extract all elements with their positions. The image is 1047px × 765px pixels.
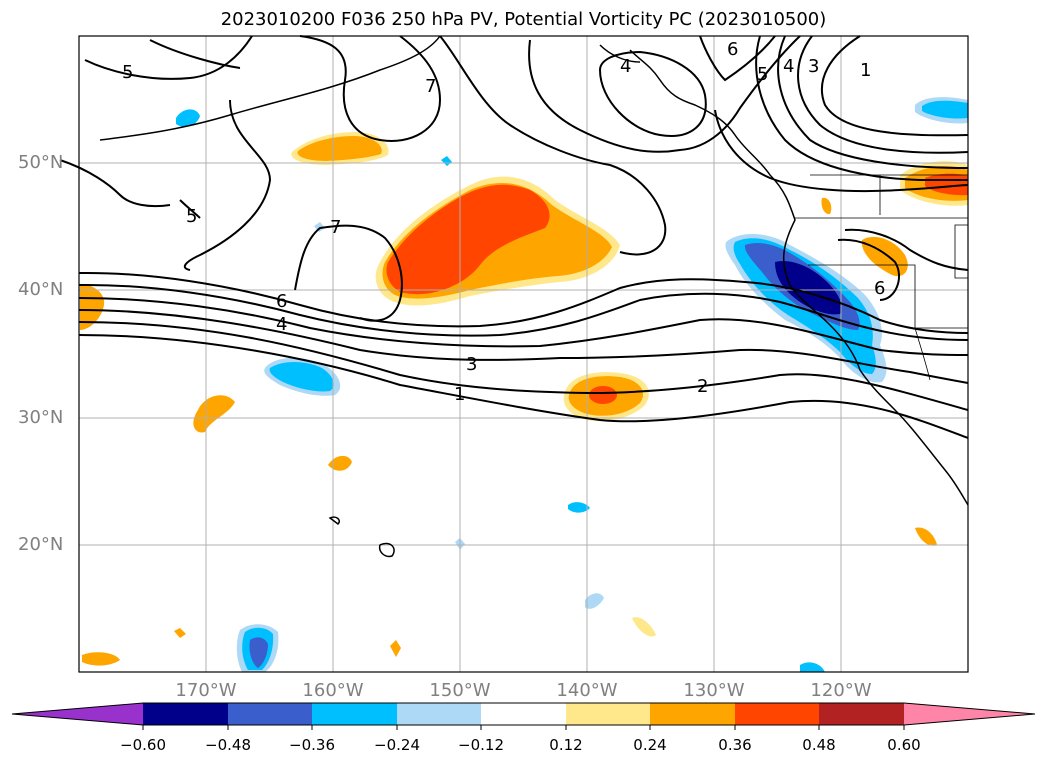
coastlines — [99, 35, 969, 558]
contour-label: 6 — [874, 278, 885, 299]
graticule — [79, 36, 968, 672]
lat-label: 30°N — [18, 407, 64, 428]
colorbar-tick: −0.48 — [205, 736, 251, 754]
colorbar-tick: 0.12 — [549, 736, 583, 754]
colorbar-over — [904, 703, 1035, 725]
contour-label: 3 — [808, 56, 819, 77]
contour-label: 2 — [697, 376, 708, 397]
pv-anomaly-fill — [80, 97, 968, 672]
pv-contours — [59, 35, 969, 439]
lon-label: 160°W — [302, 680, 364, 701]
contour-label: 5 — [186, 206, 197, 227]
colorbar-tick: −0.60 — [120, 736, 166, 754]
lon-label: 130°W — [683, 680, 745, 701]
contour-label: 3 — [466, 354, 477, 375]
contour-label: 6 — [276, 291, 287, 312]
contour-label: 4 — [276, 314, 287, 335]
contour-label: 4 — [783, 56, 794, 77]
lat-label: 20°N — [18, 534, 64, 555]
contour-label: 4 — [620, 56, 631, 77]
contour-label: 7 — [425, 76, 436, 97]
lon-label: 120°W — [810, 680, 872, 701]
contour-label: 7 — [330, 217, 341, 238]
colorbar-tick: 0.60 — [887, 736, 921, 754]
colorbar-tick: 0.36 — [718, 736, 752, 754]
lon-label: 170°W — [175, 680, 237, 701]
contour-label: 5 — [122, 62, 133, 83]
colorbar-under — [12, 703, 143, 725]
colorbar — [11, 702, 1036, 730]
lon-label: 140°W — [556, 680, 618, 701]
colorbar-tick: −0.12 — [458, 736, 504, 754]
map-title: 2023010200 F036 250 hPa PV, Potential Vo… — [220, 9, 827, 30]
contour-label: 5 — [757, 64, 768, 85]
map-frame — [78, 35, 969, 673]
contour-label: 6 — [727, 39, 738, 60]
contour-label: 1 — [454, 384, 465, 405]
lat-label: 50°N — [18, 152, 64, 173]
lat-label: 40°N — [18, 279, 64, 300]
colorbar-tick: 0.24 — [633, 736, 667, 754]
contour-labels: 5 5 7 7 6 4 3 2 1 6 5 4 3 1 4 6 — [122, 39, 885, 405]
contour-label: 1 — [860, 60, 871, 81]
colorbar-tick: −0.36 — [289, 736, 335, 754]
lon-label: 150°W — [429, 680, 491, 701]
colorbar-tick: −0.24 — [374, 736, 420, 754]
colorbar-tick: 0.48 — [802, 736, 836, 754]
